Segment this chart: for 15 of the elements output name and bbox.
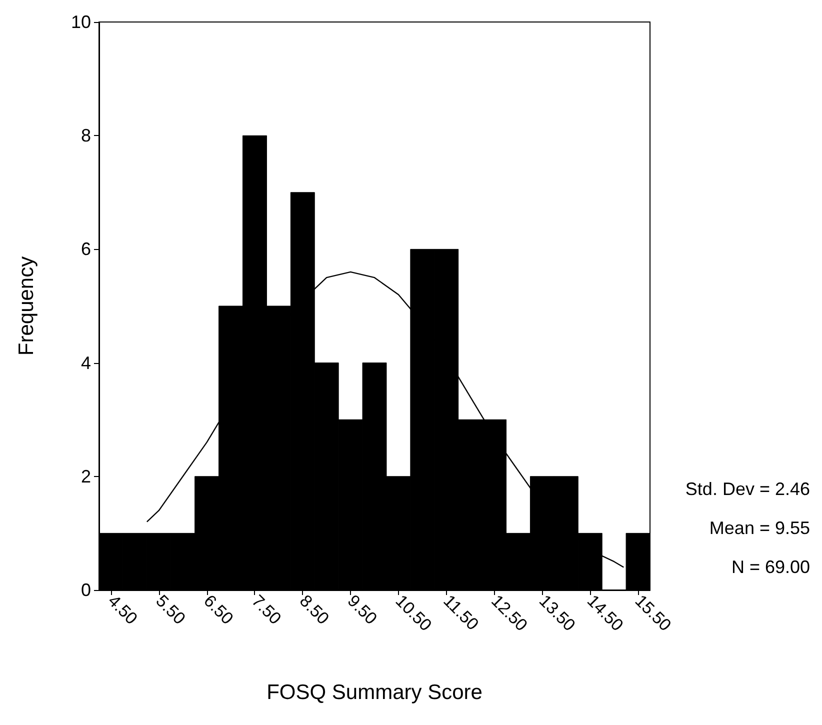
y-tick-label: 4 [80,352,91,373]
text: Std. Dev = 2.46 [685,479,810,499]
x-axis-title: FOSQ Summary Score [266,681,482,704]
text: Mean = 9.55 [709,518,810,538]
y-tick-label: 6 [80,239,91,260]
y-tick-label: 8 [80,126,91,146]
y-tick-label: 0 [80,580,91,600]
x-tick-label: 4.50 [104,591,142,628]
x-tick-label: 6.50 [200,591,237,628]
y-tick-label: 10 [70,12,91,32]
x-tick-label: 8.50 [296,591,333,628]
y-tick-label: 2 [80,466,91,486]
text: N = 69.00 [731,557,810,577]
x-tick-label: 9.50 [344,591,381,628]
y-axis-title: Frequency [15,256,38,356]
